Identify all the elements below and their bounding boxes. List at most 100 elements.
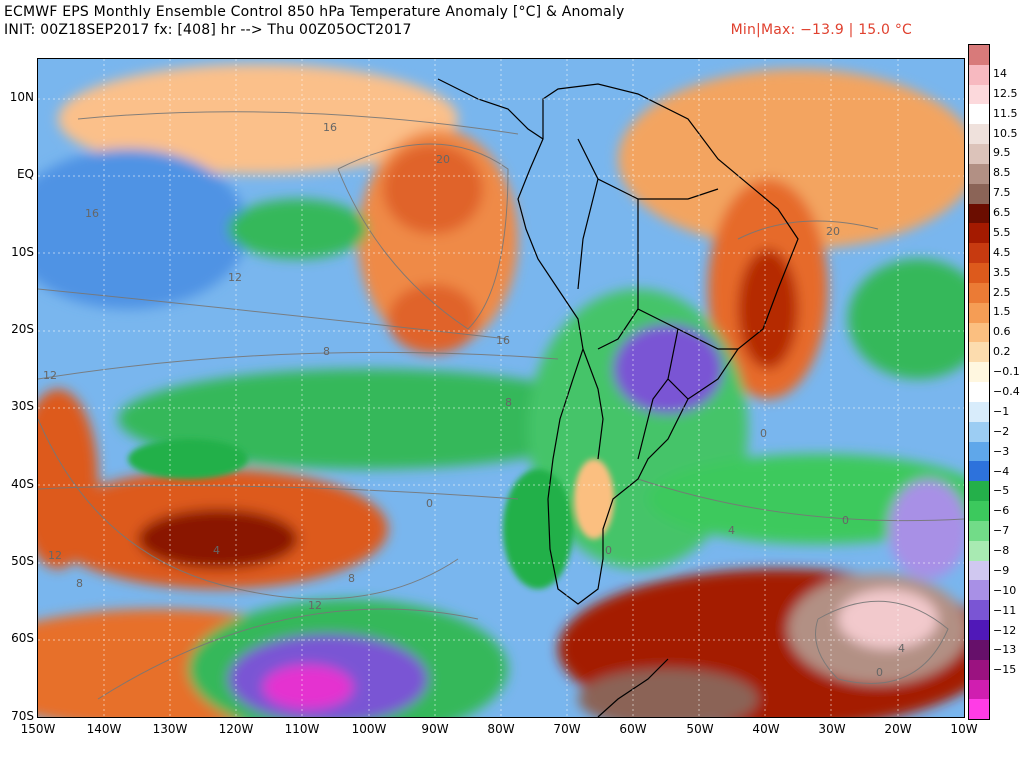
color-scale-swatch (969, 659, 989, 680)
warm-anomaly-southwest-edge (38, 389, 98, 569)
color-scale-label: −11 (993, 603, 1017, 617)
cold-anomaly-southeast-atlantic (888, 479, 964, 579)
color-scale-swatch (969, 243, 989, 264)
color-scale-swatch (969, 223, 989, 244)
color-scale-swatch (969, 64, 989, 85)
contour-line (38, 418, 459, 600)
lon-label-120w: 120W (218, 722, 254, 736)
warm-anomaly-southern-cone (574, 459, 614, 539)
lat-label-50s: 50S (11, 554, 34, 568)
color-scale-label: −8 (993, 544, 1010, 558)
lat-label-10n: 10N (9, 90, 34, 104)
warm-anomaly-antarctic-peninsula (578, 669, 758, 717)
lon-label-150w: 150W (20, 722, 56, 736)
color-scale-label: 1.5 (993, 305, 1011, 319)
warm-anomaly-east-pacific-south (388, 284, 478, 354)
contour-label: 12 (228, 271, 242, 284)
contour-label: 0 (605, 544, 612, 557)
color-scale-label: −9 (993, 563, 1010, 577)
color-scale-swatch (969, 263, 989, 283)
cold-anomaly-pacific-streak (128, 439, 248, 479)
contour-label: 4 (898, 642, 905, 655)
contour-line (38, 288, 509, 340)
color-scale-label: 12.5 (993, 86, 1018, 100)
lat-label-10s: 10S (11, 245, 34, 259)
color-scale-label: 8.5 (993, 166, 1011, 180)
lon-label-70w: 70W (553, 722, 581, 736)
color-scale-label: 14 (993, 66, 1007, 80)
contour-line (815, 600, 949, 684)
warm-anomaly-tropics-north (58, 64, 458, 174)
color-scale-swatch (969, 342, 989, 363)
lat-label-20s: 20S (11, 322, 34, 336)
contour-label: 0 (426, 497, 433, 510)
contour-label: 0 (760, 427, 767, 440)
lon-label-100w: 100W (351, 722, 387, 736)
cold-anomaly-pacific-band (118, 369, 618, 469)
map-title: ECMWF EPS Monthly Ensemble Control 850 h… (4, 4, 625, 20)
cold-anomaly-chile (503, 469, 573, 589)
color-scale-swatch (969, 421, 989, 442)
color-scale-swatch (969, 600, 989, 621)
color-scale-swatch (969, 362, 989, 383)
central-america-coastline (437, 78, 544, 140)
color-scale-swatch (969, 282, 989, 303)
color-scale-label: −6 (993, 504, 1010, 518)
color-scale-swatch (969, 84, 989, 105)
min-max-readout: Min|Max: −13.9 | 15.0 °C (730, 22, 912, 38)
lat-label-30s: 30S (11, 399, 34, 413)
color-scale-label: 5.5 (993, 225, 1011, 239)
color-scale-label: −13 (993, 643, 1017, 657)
lon-label-90w: 90W (421, 722, 449, 736)
lon-label-110w: 110W (284, 722, 320, 736)
color-scale-label: 4.5 (993, 245, 1011, 259)
contour-label: 8 (505, 396, 512, 409)
contour-label: 16 (85, 207, 99, 220)
color-scale-swatch (969, 441, 989, 462)
lon-label-50w: 50W (686, 722, 714, 736)
lat-label-70s: 70S (11, 709, 34, 723)
color-scale-swatch (969, 699, 989, 720)
color-scale-swatch (969, 302, 989, 323)
color-scale-label: −2 (993, 424, 1010, 438)
contour-line (77, 111, 519, 135)
country-borders (577, 138, 738, 460)
color-scale-swatch (969, 679, 989, 700)
cold-anomaly-southern-ocean-peak (263, 665, 353, 709)
color-scale-label: 2.5 (993, 285, 1011, 299)
cold-anomaly-south-atlantic-band (648, 454, 964, 544)
color-scale-swatch (969, 163, 989, 184)
south-america-coastline (517, 83, 799, 605)
warm-peak-south-atlantic (838, 589, 938, 649)
color-scale-swatch (969, 203, 989, 224)
lon-label-10w: 10W (950, 722, 978, 736)
color-scale-swatch (969, 520, 989, 541)
color-scale-swatch (969, 124, 989, 145)
warm-core-east-pacific (383, 144, 483, 234)
color-scale-label: −15 (993, 663, 1017, 677)
contour-label: 20 (826, 225, 840, 238)
color-scale-label: −10 (993, 583, 1017, 597)
warm-anomaly-north-atlantic (618, 69, 964, 249)
color-scale-label: −0.4 (993, 385, 1020, 398)
contour-line (637, 478, 964, 522)
color-scale-label: 0.2 (993, 345, 1011, 359)
color-scale-bar (968, 44, 990, 720)
color-scale-swatch (969, 183, 989, 204)
color-scale-label: 10.5 (993, 126, 1018, 140)
cold-core-south-america (613, 324, 723, 414)
color-scale-swatch (969, 401, 989, 422)
lon-label-30w: 30W (818, 722, 846, 736)
contour-line (38, 485, 519, 500)
contour-label: 12 (48, 549, 62, 562)
color-scale-swatch (969, 45, 989, 65)
color-scale-swatch (969, 639, 989, 660)
color-scale-label: 0.6 (993, 325, 1011, 339)
color-scale-label: −1 (993, 404, 1010, 418)
color-scale-swatch (969, 382, 989, 402)
contour-label: 4 (213, 544, 220, 557)
color-scale-label: 9.5 (993, 146, 1011, 160)
lat-label-eq: EQ (16, 167, 34, 181)
color-scale-swatch (969, 501, 989, 521)
map-canvas[interactable]: 16 20 16 12 12 16 8 8 12 8 4 0 0 4 8 12 … (37, 58, 965, 718)
